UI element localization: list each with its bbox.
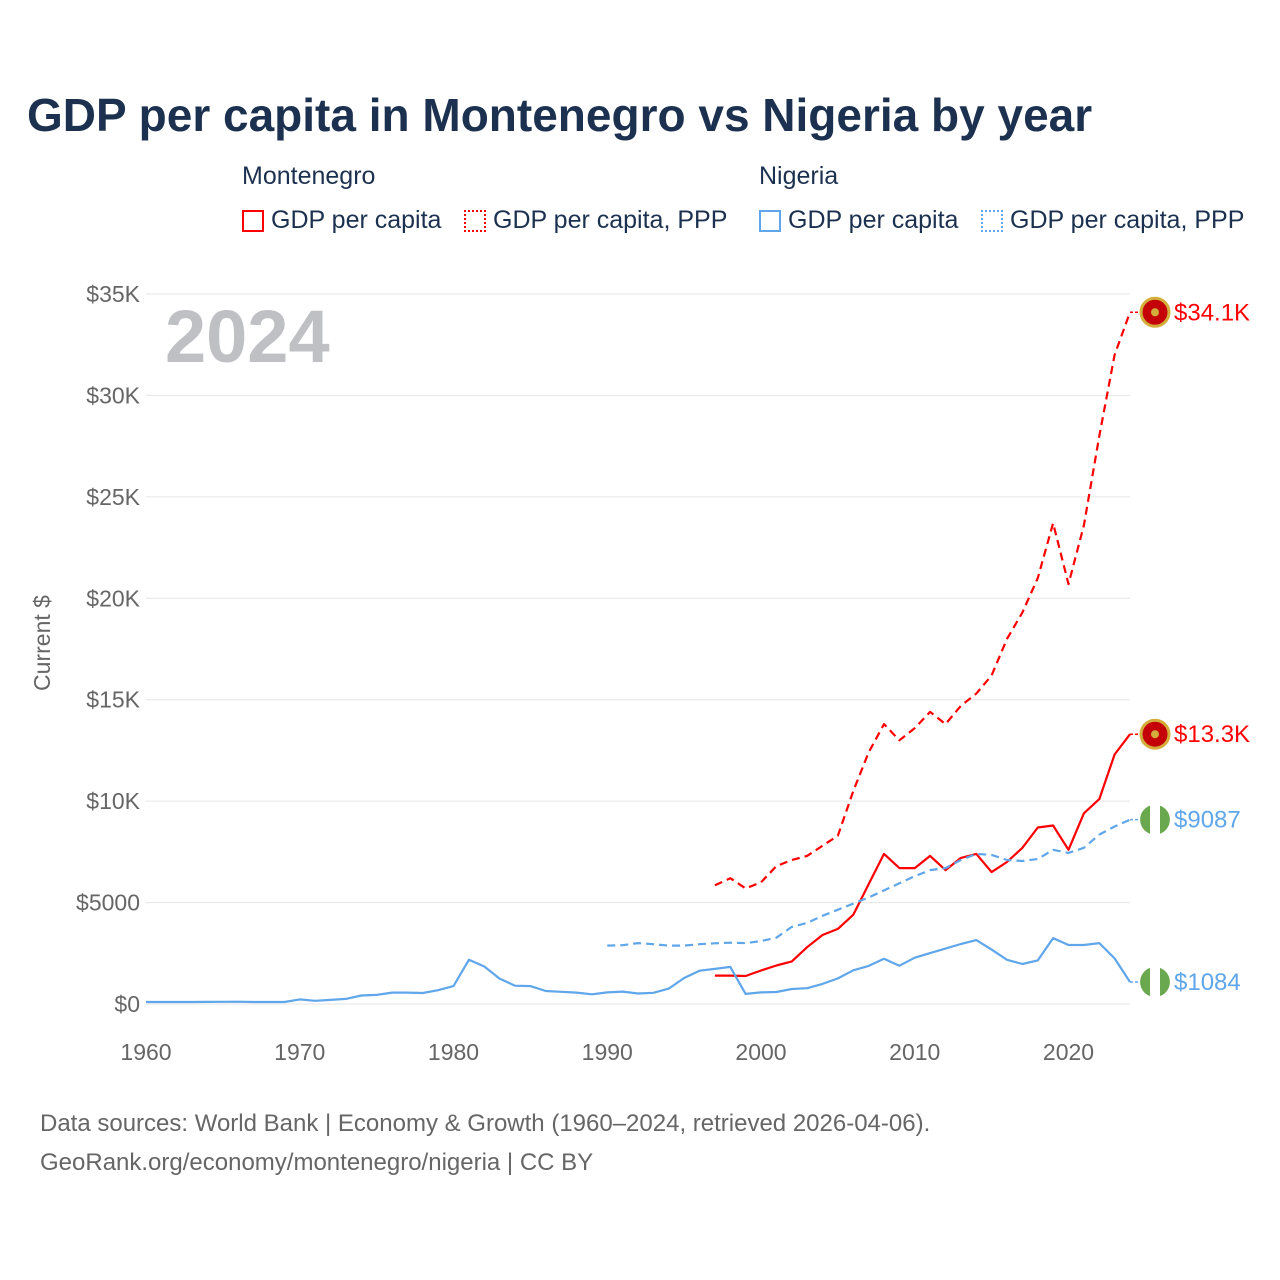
legend-swatch: [981, 209, 1003, 232]
y-tick-label: $30K: [86, 382, 140, 408]
series-line: [607, 818, 1131, 947]
legend-nigeria-gdp[interactable]: GDP per capita: [759, 206, 958, 235]
y-tick-label: $10K: [86, 788, 140, 814]
legend-group-montenegro: Montenegro: [242, 162, 376, 190]
legend-label: GDP per capita, PPP: [493, 206, 728, 234]
chart-title: GDP per capita in Montenegro vs Nigeria …: [27, 89, 1093, 141]
nigeria-flag-icon: [1140, 967, 1170, 998]
legend-group-nigeria: Nigeria: [759, 162, 839, 190]
legend-montenegro-gdp[interactable]: GDP per capita: [242, 206, 441, 235]
y-tick-label: $35K: [86, 281, 140, 307]
x-tick-label: 2020: [1043, 1039, 1094, 1065]
end-value-label: $1084: [1174, 969, 1241, 996]
end-value-label: $34.1K: [1174, 299, 1250, 326]
legend-swatch: [242, 209, 264, 232]
nigeria-flag-icon: [1140, 804, 1170, 835]
series-line: [714, 733, 1131, 978]
legend-swatch: [464, 209, 486, 232]
end-value-label: $13.3K: [1174, 721, 1250, 748]
x-tick-label: 1960: [120, 1039, 171, 1065]
x-tick-label: 1970: [274, 1039, 325, 1065]
x-tick-label: 2000: [735, 1039, 786, 1065]
legend-montenegro-ppp[interactable]: GDP per capita, PPP: [464, 206, 727, 235]
x-tick-label: 1990: [582, 1039, 633, 1065]
montenegro-flag-icon: [1139, 296, 1171, 328]
legend-nigeria-ppp[interactable]: GDP per capita, PPP: [981, 206, 1244, 235]
y-tick-label: $25K: [86, 484, 140, 510]
legend-label: GDP per capita, PPP: [1010, 206, 1245, 234]
x-tick-label: 2010: [889, 1039, 940, 1065]
y-tick-label: $5000: [76, 890, 140, 916]
footer-sources: Data sources: World Bank | Economy & Gro…: [40, 1110, 931, 1137]
footer-link[interactable]: GeoRank.org/economy/montenegro/nigeria |…: [40, 1149, 594, 1176]
legend-swatch: [759, 209, 781, 232]
legend-label: GDP per capita: [788, 206, 959, 234]
y-tick-label: $15K: [86, 687, 140, 713]
y-axis-label: Current $: [29, 595, 55, 691]
montenegro-flag-icon: [1139, 718, 1171, 750]
end-value-label: $9087: [1174, 807, 1241, 834]
y-tick-label: $20K: [86, 585, 140, 611]
series-line: [714, 311, 1132, 890]
series-line: [146, 936, 1131, 1004]
legend-label: GDP per capita: [271, 206, 442, 234]
y-tick-label: $0: [114, 991, 140, 1017]
year-watermark: 2024: [165, 295, 330, 378]
x-tick-label: 1980: [428, 1039, 479, 1065]
